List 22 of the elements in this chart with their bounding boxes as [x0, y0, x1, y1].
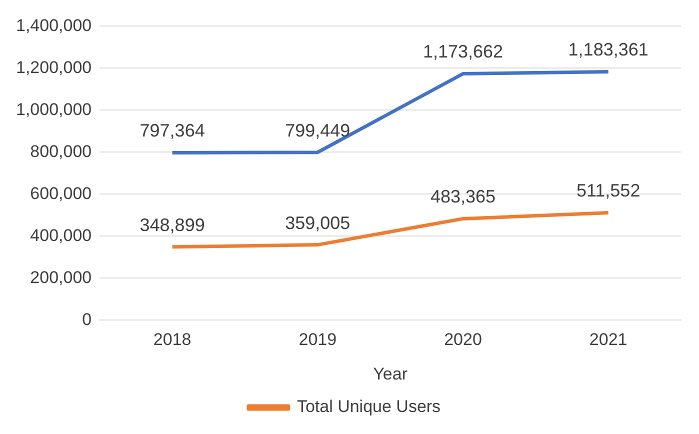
y-tick-label: 200,000 [30, 268, 92, 287]
legend-label: Total Unique Users [296, 397, 441, 416]
data-label: 511,552 [576, 180, 640, 201]
data-label: 1,183,361 [568, 40, 648, 60]
y-tick-label: 1,000,000 [16, 100, 92, 119]
x-tick-label: 2018 [153, 330, 192, 350]
x-tick-label: 2019 [298, 330, 337, 350]
x-tick-label: 2020 [444, 330, 482, 350]
data-label: 799,449 [285, 120, 350, 140]
data-label: 483,365 [430, 186, 496, 207]
y-tick-label: 400,000 [30, 226, 92, 245]
data-label: 359,005 [285, 212, 350, 233]
data-label: 348,899 [140, 214, 205, 235]
y-tick-label: 1,400,000 [16, 16, 92, 35]
data-label: 1,173,662 [422, 42, 504, 62]
data-label: 797,364 [140, 120, 205, 141]
y-tick-label: 800,000 [30, 142, 92, 161]
y-tick-label: 0 [82, 310, 92, 329]
x-axis-title: Year [373, 364, 408, 384]
y-tick-label: 600,000 [30, 184, 92, 203]
x-tick-label: 2021 [589, 330, 628, 350]
y-tick-label: 1,200,000 [16, 58, 92, 77]
